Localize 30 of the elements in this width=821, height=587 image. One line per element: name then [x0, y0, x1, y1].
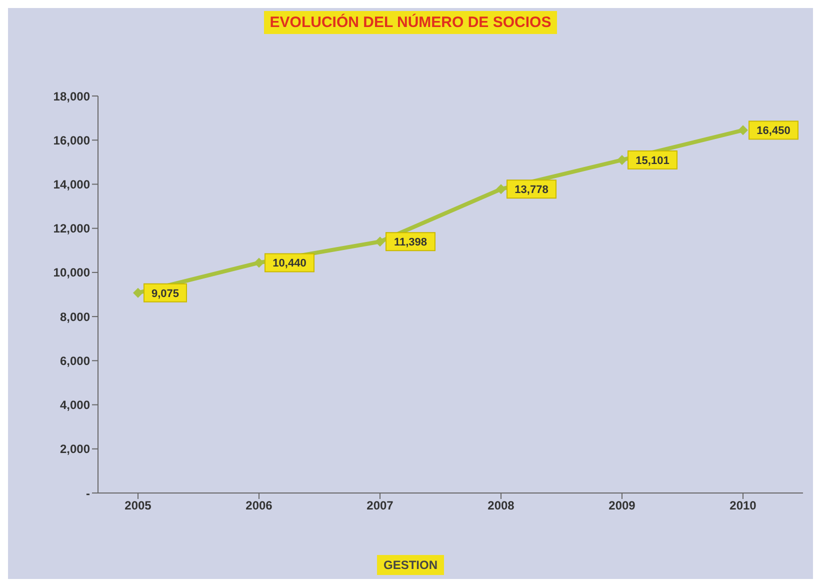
y-tick-label: 16,000	[53, 133, 90, 148]
data-label: 11,398	[394, 236, 428, 249]
y-tick-label: 14,000	[53, 177, 90, 192]
point	[738, 125, 748, 136]
x-axis-title: GESTION	[377, 555, 444, 575]
data-label: 13,778	[514, 184, 548, 196]
y-tick-label: 6,000	[60, 354, 90, 368]
y-tick-label: 2,000	[60, 442, 90, 456]
y-tick-label: -	[86, 486, 90, 500]
y-tick-label: 8,000	[60, 310, 90, 324]
data-label: 9,075	[151, 288, 180, 300]
data-label: 15,101	[636, 154, 670, 167]
point	[496, 184, 506, 194]
y-tick-label: 12,000	[53, 222, 90, 236]
x-tick-label: 2007	[366, 498, 394, 513]
data-label: 16,450	[756, 125, 790, 138]
y-tick-label: 10,000	[53, 266, 90, 280]
chart-title: EVOLUCIÓN DEL NÚMERO DE SOCIOS	[264, 11, 558, 34]
x-tick-label: 2005	[124, 498, 152, 513]
point	[375, 236, 385, 247]
point	[617, 154, 627, 165]
y-tick-label: 4,000	[60, 398, 90, 412]
x-tick-label: 2006	[246, 498, 273, 513]
point	[133, 288, 143, 298]
x-tick-label: 2008	[488, 498, 515, 513]
x-tick-label: 2009	[608, 498, 636, 513]
y-tick-label: 18,000	[53, 89, 90, 104]
x-tick-label: 2010	[730, 498, 757, 513]
data-label: 10,440	[272, 258, 306, 270]
point	[254, 258, 264, 268]
